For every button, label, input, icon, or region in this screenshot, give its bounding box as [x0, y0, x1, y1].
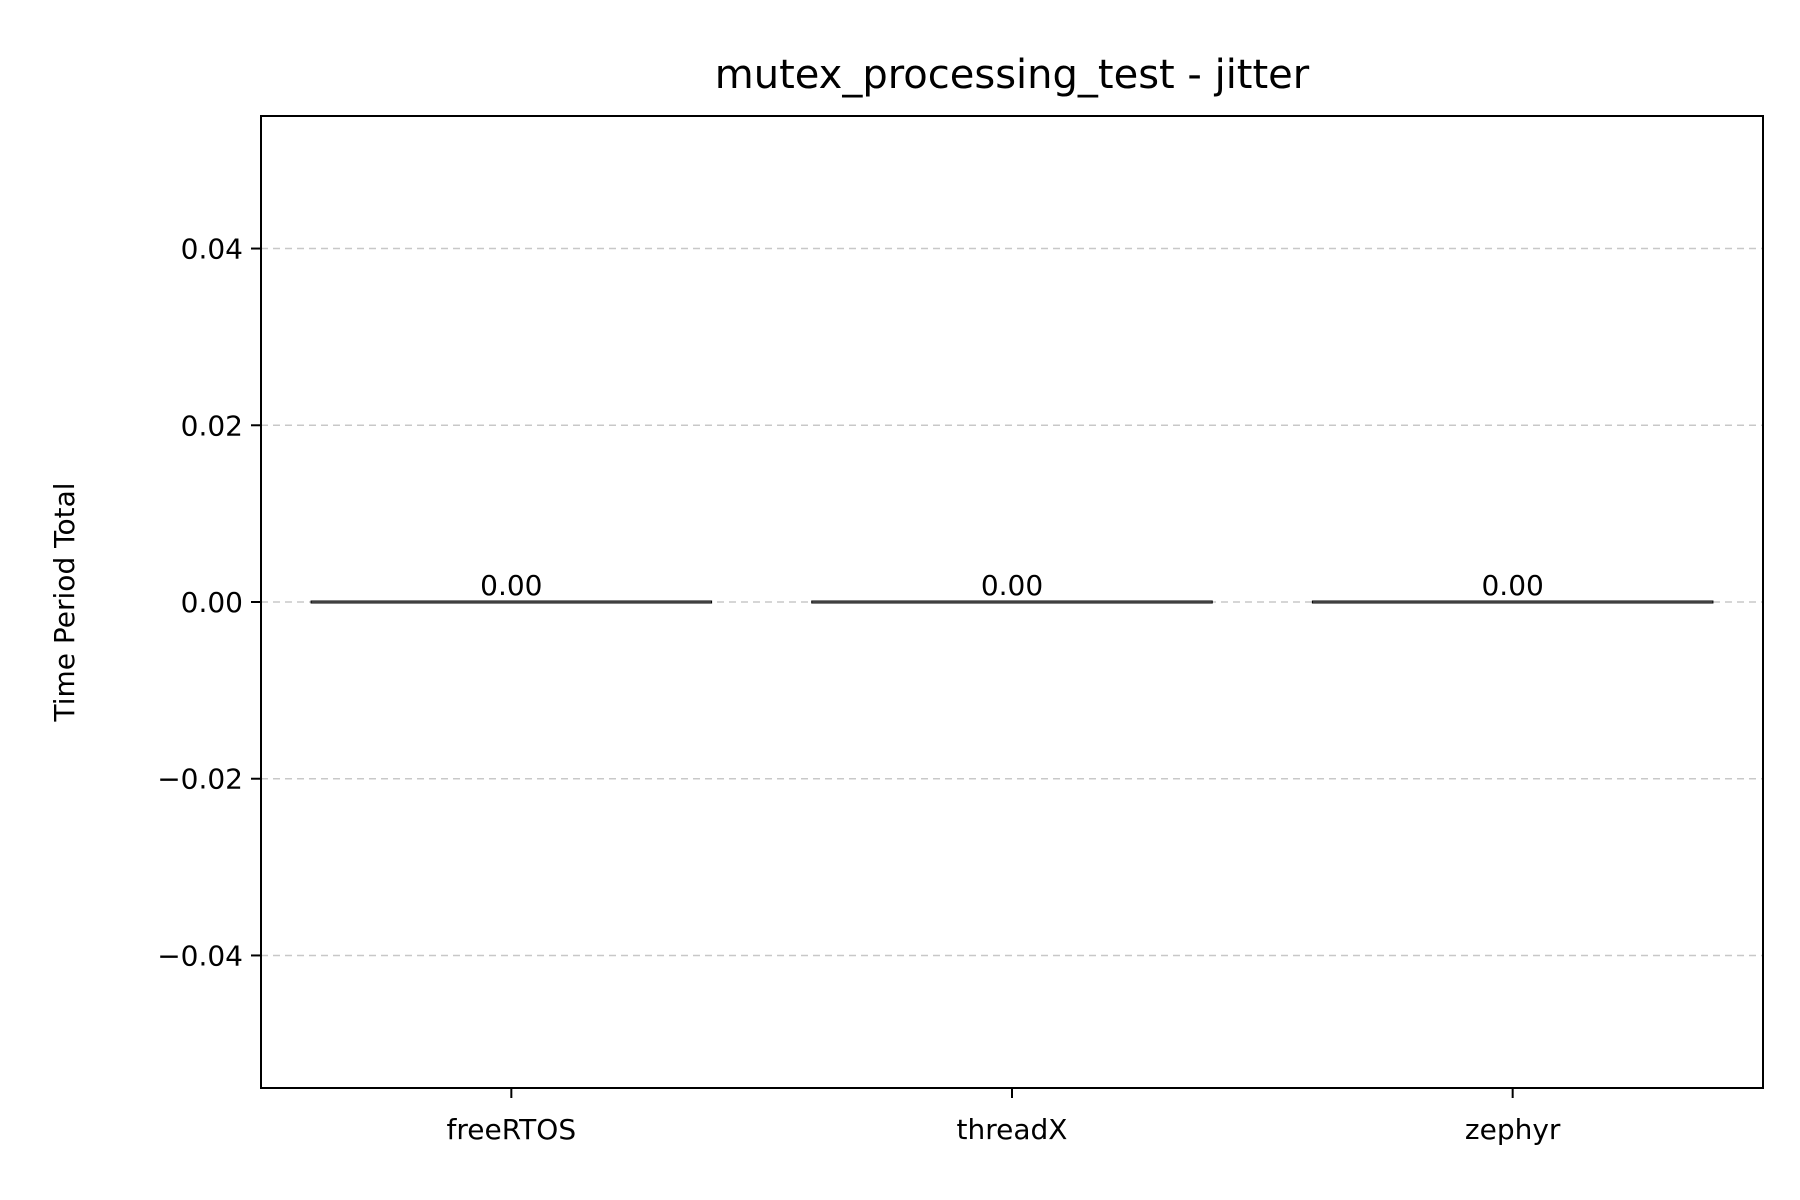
data-label: 0.00	[1481, 569, 1543, 602]
bar-threadX	[811, 600, 1213, 604]
x-tick-label: threadX	[957, 1113, 1068, 1146]
x-axis-ticks: freeRTOS threadX zephyr	[447, 1088, 1561, 1146]
y-tick-label: 0.02	[181, 409, 243, 442]
bars	[310, 600, 1714, 604]
data-label: 0.00	[981, 569, 1043, 602]
y-axis-ticks: −0.04 −0.02 0.00 0.02 0.04	[157, 233, 261, 972]
y-tick-label: −0.02	[157, 763, 243, 796]
data-label: 0.00	[480, 569, 542, 602]
y-tick-label: 0.04	[181, 233, 243, 266]
x-tick-label: freeRTOS	[447, 1113, 577, 1146]
bar-freeRTOS	[310, 600, 713, 604]
y-axis-label: Time Period Total	[48, 482, 81, 722]
y-tick-label: 0.00	[181, 586, 243, 619]
data-labels: 0.00 0.00 0.00	[480, 569, 1544, 602]
chart-title: mutex_processing_test - jitter	[715, 52, 1310, 98]
y-tick-label: −0.04	[157, 939, 243, 972]
bar-zephyr	[1311, 600, 1714, 604]
x-tick-label: zephyr	[1465, 1113, 1561, 1146]
